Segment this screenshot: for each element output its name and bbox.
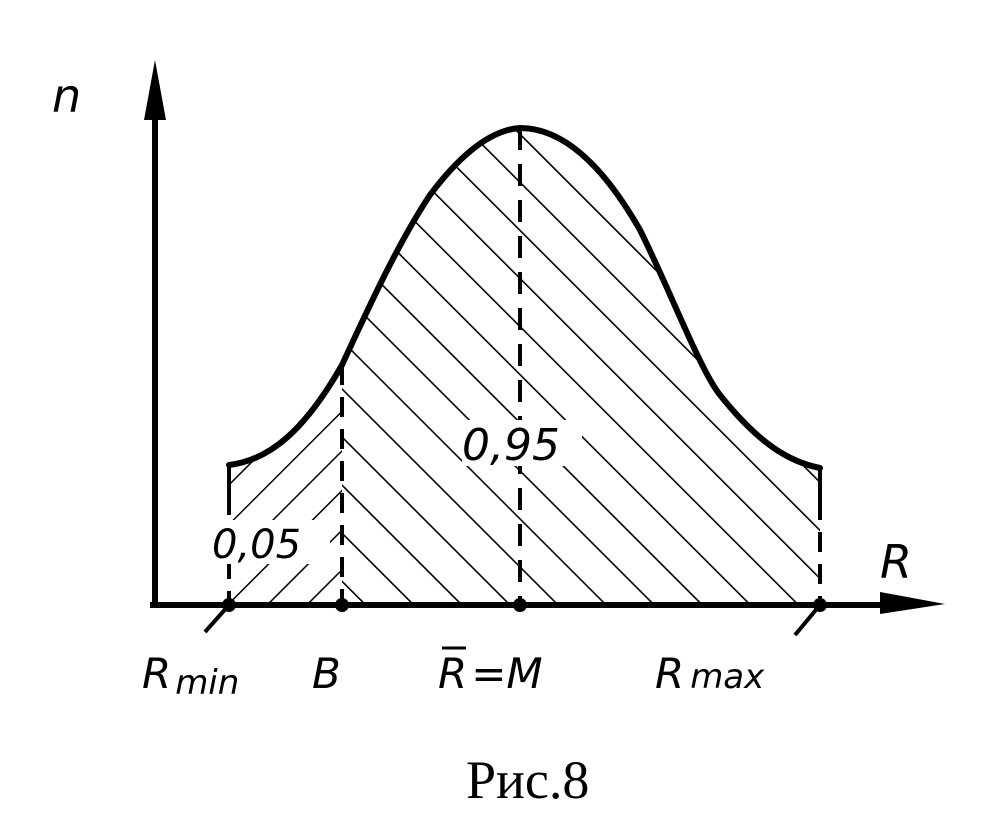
y-axis-label: n — [52, 69, 81, 123]
r-max-leader — [793, 603, 822, 637]
area-large-label: 0,95 — [462, 420, 560, 471]
area-small-label-backdrop — [210, 520, 330, 564]
r-max-subscript: max — [690, 657, 765, 697]
area-small-label: 0,05 — [212, 522, 301, 568]
mean-tick-text: R=M — [438, 649, 543, 698]
x-axis-arrow — [880, 592, 945, 614]
y-axis-arrow — [144, 60, 166, 120]
r-min-leader — [203, 603, 231, 634]
figure-caption: Рис.8 — [466, 750, 589, 810]
area-large-label-backdrop — [462, 420, 582, 466]
mean-point — [513, 598, 527, 612]
b-point — [335, 598, 349, 612]
tail-area-hatch — [229, 365, 342, 605]
mean-tick-label: R=M — [438, 646, 543, 698]
b-tick-label: B — [312, 649, 341, 698]
main-area-hatch — [342, 128, 820, 605]
x-axis-label: R — [880, 535, 912, 589]
r-min-subscript: min — [175, 663, 239, 703]
